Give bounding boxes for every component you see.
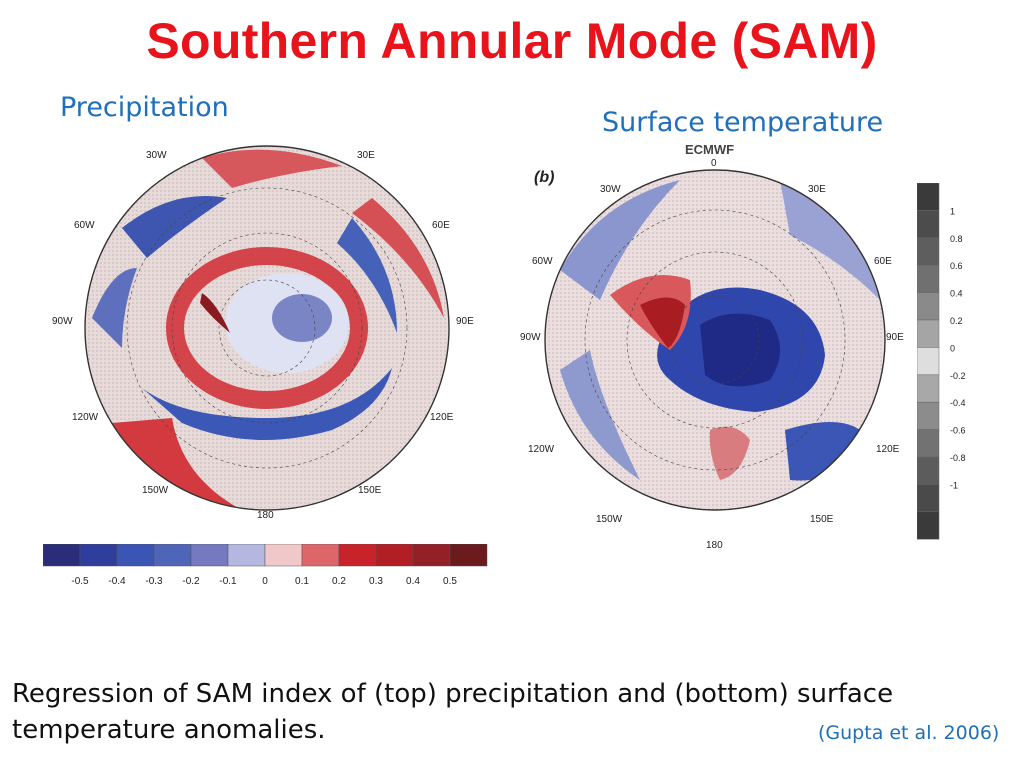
colorbar-tick-label: -0.8 xyxy=(950,453,966,463)
colorbar-swatch xyxy=(917,401,940,430)
colorbar-tick-label: 0 xyxy=(950,343,955,353)
lon-tick-150e: 150E xyxy=(810,514,834,525)
colorbar-tick-label: -0.5 xyxy=(71,576,89,587)
surface-temperature-label: Surface temperature xyxy=(602,107,884,138)
colorbar-swatch xyxy=(917,183,940,211)
colorbar-swatch xyxy=(917,347,940,376)
colorbar-tick-label: -0.2 xyxy=(950,371,966,381)
precipitation-colorbar: -0.5 -0.4 -0.3 -0.2 -0.1 0 0.1 0.2 0.3 0.4 0.5 xyxy=(43,544,488,587)
panel-corner-label: (b) xyxy=(534,169,554,186)
colorbar-tick-label: -0.4 xyxy=(950,398,966,408)
lon-tick-180: 180 xyxy=(706,540,723,550)
colorbar-swatch xyxy=(264,544,303,567)
precipitation-polar-map: 30W 30E 60W 60E 90W 90E 120W 120E 150W 1… xyxy=(52,145,474,521)
colorbar-tick-label: 0.8 xyxy=(950,234,963,244)
lon-tick-90w: 90W xyxy=(520,332,541,343)
colorbar-tick-label: 0.3 xyxy=(369,576,383,587)
lon-tick-30w: 30W xyxy=(146,150,167,161)
citation: (Gupta et al. 2006) xyxy=(818,722,1000,744)
colorbar-tick-label: -0.1 xyxy=(219,576,237,587)
colorbar-tick-label: 0.5 xyxy=(443,576,457,587)
colorbar-tick-label: -1 xyxy=(950,480,958,490)
precipitation-label: Precipitation xyxy=(60,92,229,123)
colorbar-tick-label: 0.2 xyxy=(950,316,963,326)
colorbar-swatch xyxy=(116,544,155,567)
colorbar-tick-label: 1 xyxy=(950,206,955,216)
colorbar-swatch xyxy=(227,544,266,567)
colorbar-tick-label: 0 xyxy=(262,576,268,587)
lon-tick-0: 0 xyxy=(711,158,717,169)
colorbar-swatch xyxy=(917,319,940,348)
lon-tick-60e: 60E xyxy=(432,220,450,231)
colorbar-tick-label: 0.2 xyxy=(332,576,346,587)
colorbar-tick-label: -0.2 xyxy=(182,576,200,587)
colorbar-swatch xyxy=(412,544,451,567)
colorbar-swatch xyxy=(301,544,340,567)
lon-tick-30e: 30E xyxy=(357,150,375,161)
colorbar-tick-label: -0.4 xyxy=(108,576,126,587)
lon-tick-120w: 120W xyxy=(72,412,99,423)
colorbar-swatch xyxy=(917,292,940,321)
lon-tick-180: 180 xyxy=(257,510,274,521)
lon-tick-120e: 120E xyxy=(876,444,900,455)
colorbar-swatch xyxy=(338,544,377,567)
colorbar-tick-label: 0.4 xyxy=(950,289,963,299)
colorbar-tick-label: -0.6 xyxy=(950,426,966,436)
lon-tick-90w: 90W xyxy=(52,316,73,327)
model-header-fragment: ECMWF xyxy=(685,142,734,157)
colorbar-swatch xyxy=(375,544,414,567)
slide-title: Southern Annular Mode (SAM) xyxy=(146,13,878,69)
colorbar-swatch xyxy=(917,484,940,513)
colorbar-swatch xyxy=(917,374,940,403)
lon-tick-30e: 30E xyxy=(808,184,826,195)
colorbar-tick-label: -0.3 xyxy=(145,576,163,587)
colorbar-swatch xyxy=(917,456,940,485)
lon-tick-150e: 150E xyxy=(358,485,382,496)
lon-tick-120w: 120W xyxy=(528,444,555,455)
lon-tick-60w: 60W xyxy=(532,256,553,267)
slide-caption: Regression of SAM index of (top) precipi… xyxy=(12,679,894,745)
colorbar-swatch xyxy=(449,544,488,567)
colorbar-swatch xyxy=(79,544,118,567)
lon-tick-60e: 60E xyxy=(874,256,892,267)
colorbar-swatch xyxy=(917,264,940,293)
lon-tick-90e: 90E xyxy=(456,316,474,327)
colorbar-swatch xyxy=(43,544,81,567)
temperature-colorbar: 1 0.8 0.6 0.4 0.2 0 -0.2 -0.4 -0.6 -0.8 -1 xyxy=(917,183,966,540)
lon-tick-150w: 150W xyxy=(596,514,623,525)
colorbar-swatch xyxy=(917,429,940,458)
colorbar-swatch xyxy=(917,511,940,540)
colorbar-swatch xyxy=(917,237,940,266)
lon-tick-90e: 90E xyxy=(886,332,904,343)
colorbar-tick-label: 0.1 xyxy=(295,576,309,587)
lon-tick-150w: 150W xyxy=(142,485,169,496)
colorbar-tick-label: 0.6 xyxy=(950,261,963,271)
colorbar-swatch xyxy=(153,544,192,567)
lon-tick-30w: 30W xyxy=(600,184,621,195)
lon-tick-60w: 60W xyxy=(74,220,95,231)
colorbar-swatch xyxy=(190,544,229,567)
colorbar-tick-label: 0.4 xyxy=(406,576,420,587)
surface-temperature-polar-map: ECMWF (b) 0 30W 30E 60W 60E 90W 90E 120W… xyxy=(520,142,904,550)
colorbar-swatch xyxy=(917,210,940,239)
lon-tick-120e: 120E xyxy=(430,412,454,423)
